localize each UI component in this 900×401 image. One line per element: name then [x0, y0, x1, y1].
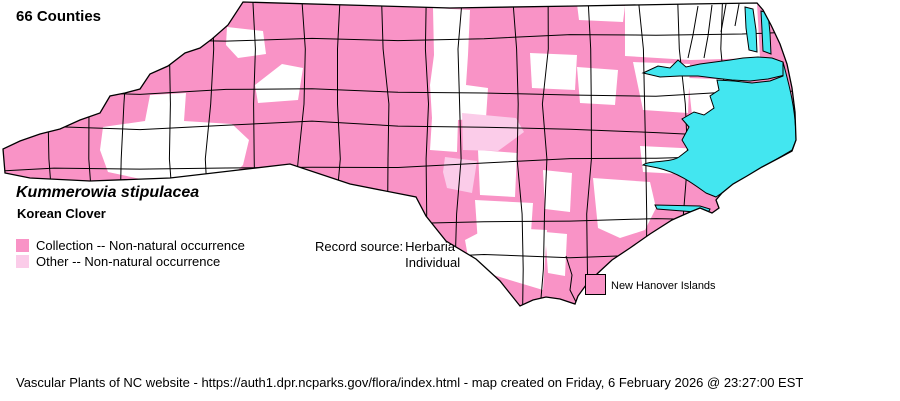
record-source-label: Record source:: [315, 239, 404, 254]
species-common-name: Korean Clover: [17, 206, 106, 221]
record-source-value: Herbaria: [405, 239, 456, 254]
new-hanover-islands-label: New Hanover Islands: [611, 280, 716, 292]
legend-item-collection: Collection -- Non-natural occurrence: [16, 237, 245, 253]
county-count: 66 Counties: [16, 8, 102, 25]
legend-item-other: Other -- Non-natural occurrence: [16, 253, 245, 269]
legend-label: Other -- Non-natural occurrence: [36, 253, 221, 269]
record-source-values: Herbaria Individual: [405, 239, 460, 271]
other-swatch: [16, 254, 29, 268]
species-scientific-name: Kummerowia stipulacea: [16, 184, 200, 201]
footer-credit: Vascular Plants of NC website - https://…: [16, 375, 804, 390]
record-source-value: Individual: [405, 255, 461, 270]
detail-borders: [565, 3, 740, 303]
legend-label: Collection -- Non-natural occurrence: [36, 237, 245, 253]
record-source: Record source: Herbaria Individual: [315, 239, 460, 271]
legend: Collection -- Non-natural occurrence Oth…: [16, 237, 245, 269]
collection-swatch: [16, 238, 29, 252]
new-hanover-islands-swatch: [585, 274, 606, 295]
sounds-water: [641, 6, 796, 214]
